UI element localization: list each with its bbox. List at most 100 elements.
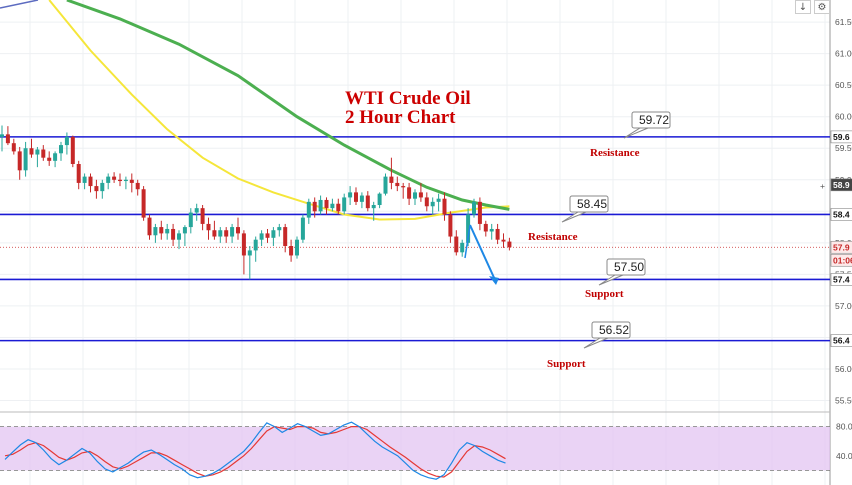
forecast-arrow-stem	[464, 224, 471, 259]
stochastic-panel: 80.00 40.00	[0, 411, 852, 480]
stoch-level-label: 80.00	[836, 422, 852, 432]
candle-body	[383, 176, 388, 194]
callout-box	[631, 111, 671, 129]
callout-pointer	[583, 337, 609, 349]
annotations: WTI Crude Oil 2 Hour Chart	[345, 88, 499, 285]
chart-title-line-2: 2 Hour Chart	[345, 107, 456, 128]
candle-body	[182, 227, 187, 234]
zone-label: Support	[547, 358, 586, 370]
candle-body	[188, 212, 193, 228]
candle-body	[159, 227, 164, 234]
y-tick-label: 56.00	[835, 364, 852, 374]
candle-body	[88, 176, 93, 187]
candle-body	[23, 148, 28, 171]
axis-marker-box	[830, 240, 852, 254]
candle-body	[348, 192, 353, 198]
candle-body	[436, 198, 441, 202]
candle-body	[265, 233, 270, 238]
y-tick-label: 61.50	[835, 17, 852, 27]
candle-body	[454, 236, 459, 253]
candle-body	[330, 203, 335, 209]
candle-body	[259, 233, 264, 240]
axis-marker-label: 01:06	[833, 255, 852, 265]
candle-body	[413, 192, 417, 199]
callout-value: 59.72	[639, 113, 669, 127]
candle-body	[489, 228, 494, 232]
candle-body	[466, 214, 471, 243]
candle-body	[47, 157, 52, 161]
y-tick-label: 61.00	[835, 49, 852, 59]
candle-body	[100, 182, 105, 192]
candle-body	[53, 153, 58, 161]
candle-body	[17, 151, 22, 171]
callout-value: 57.50	[614, 260, 644, 274]
down-arrow-icon[interactable]: ↓	[795, 0, 811, 14]
candle-body	[371, 205, 376, 209]
candle-body	[318, 199, 323, 212]
candle-body	[401, 186, 406, 188]
candle-body	[495, 228, 500, 240]
axis-marker-box	[830, 273, 852, 286]
forecast-arrow-head	[489, 276, 499, 285]
axis-marker-box	[830, 208, 852, 221]
axis-markers: 59.6 58.9 58.4 57.9 01:06 57.4 56.4 +	[820, 130, 852, 347]
candle-body	[165, 228, 170, 234]
candle-body	[59, 145, 63, 154]
candle-body	[359, 195, 364, 202]
callout-pointer	[623, 127, 649, 139]
crosshair-plus-icon: +	[820, 181, 825, 191]
gear-icon[interactable]: ⚙	[814, 0, 830, 14]
candle-body	[135, 182, 140, 190]
axis-marker-box	[830, 334, 852, 347]
candle-body	[29, 148, 34, 155]
candle-body	[472, 201, 476, 215]
candle-body	[283, 227, 288, 246]
candle-body	[194, 208, 199, 213]
y-tick-label: 60.00	[835, 112, 852, 122]
candle-body	[247, 250, 252, 256]
forecast-arrow-line	[469, 224, 497, 283]
stoch-level-label: 40.00	[836, 451, 852, 461]
candle-body	[389, 176, 394, 183]
axis-marker-box	[830, 178, 852, 192]
axis-marker-label: 57.9	[833, 242, 850, 252]
candlesticks	[0, 125, 512, 280]
candle-body	[407, 187, 412, 199]
candle-body	[460, 242, 465, 253]
candle-body	[377, 193, 382, 205]
sma-slow-line	[66, 0, 510, 211]
callout-box	[606, 258, 646, 276]
candle-body	[295, 239, 299, 256]
candle-body	[477, 201, 482, 224]
candle-body	[218, 230, 223, 237]
axis-marker-label: 58.9	[833, 180, 850, 190]
candle-body	[271, 230, 276, 238]
candle-body	[70, 136, 75, 164]
candle-body	[418, 192, 423, 198]
candle-body	[253, 239, 258, 251]
candle-body	[153, 227, 158, 236]
candle-body	[395, 182, 400, 187]
candle-body	[171, 228, 176, 240]
axis-marker-label: 57.4	[833, 274, 850, 284]
y-tick-label: 57.00	[835, 301, 852, 311]
chart-title-line-1: WTI Crude Oil	[345, 88, 471, 109]
axis-marker-label: 56.4	[833, 336, 850, 346]
candle-body	[430, 201, 435, 207]
candle-body	[200, 208, 205, 224]
candle-body	[106, 176, 111, 183]
candle-body	[35, 149, 40, 155]
zone-label: Resistance	[590, 147, 640, 159]
callout-pointer	[561, 211, 587, 223]
candle-body	[206, 223, 211, 231]
candle-body	[312, 201, 317, 212]
y-tick-label: 55.50	[835, 396, 852, 406]
candle-body	[448, 214, 453, 237]
candle-body	[123, 179, 128, 182]
y-tick-label: 60.50	[835, 80, 852, 90]
candle-body	[300, 217, 305, 240]
candle-body	[442, 198, 447, 215]
candle-body	[424, 197, 429, 207]
y-tick-label: 59.50	[835, 143, 852, 153]
